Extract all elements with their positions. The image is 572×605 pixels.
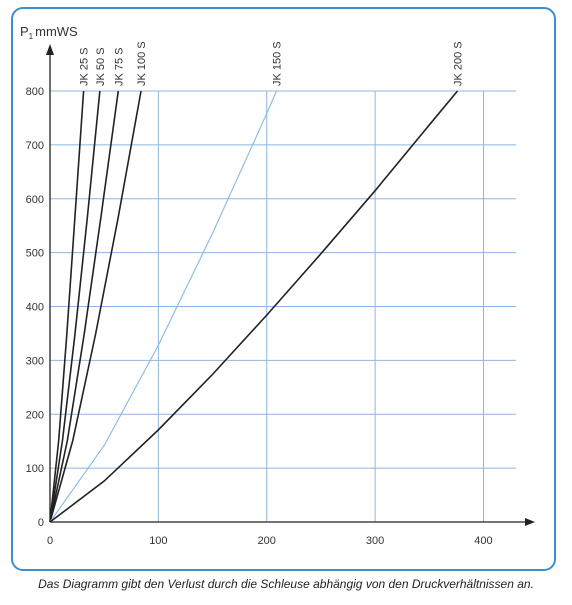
curve	[49, 90, 120, 523]
x-tick-label: 200	[258, 535, 276, 547]
curve	[49, 90, 459, 523]
curve	[49, 90, 278, 523]
series-label: JK 50 S	[95, 47, 107, 86]
series-label: JK 75 S	[113, 47, 125, 86]
y-tick-label: 0	[38, 517, 44, 529]
curve	[49, 90, 142, 523]
series-label: JK 100 S	[136, 41, 148, 86]
y-axis-label: P1 mmWS	[20, 24, 78, 41]
series-label: JK 150 S	[271, 41, 283, 86]
y-tick-label: 600	[26, 194, 44, 206]
x-tick-label: 400	[474, 535, 492, 547]
y-label-symbol: P	[20, 24, 29, 39]
curve	[49, 90, 85, 523]
y-tick-label: 700	[26, 140, 44, 152]
x-tick-label: 300	[366, 535, 384, 547]
frame	[11, 7, 556, 571]
y-tick-label: 100	[26, 463, 44, 475]
caption: Das Diagramm gibt den Verlust durch die …	[38, 577, 534, 591]
y-label-unit: mmWS	[35, 24, 78, 39]
series-label: JK 200 S	[452, 41, 464, 86]
x-axis-arrow	[525, 518, 535, 526]
y-tick-label: 800	[26, 86, 44, 98]
y-tick-label: 200	[26, 409, 44, 421]
x-tick-label: 0	[47, 535, 53, 547]
y-tick-label: 500	[26, 248, 44, 260]
y-label-subscript: 1	[29, 32, 34, 41]
y-tick-label: 300	[26, 355, 44, 367]
y-tick-label: 400	[26, 302, 44, 314]
curve	[49, 90, 101, 523]
y-axis-arrow	[46, 44, 54, 55]
x-tick-label: 100	[149, 535, 167, 547]
series-label: JK 25 S	[79, 47, 91, 86]
